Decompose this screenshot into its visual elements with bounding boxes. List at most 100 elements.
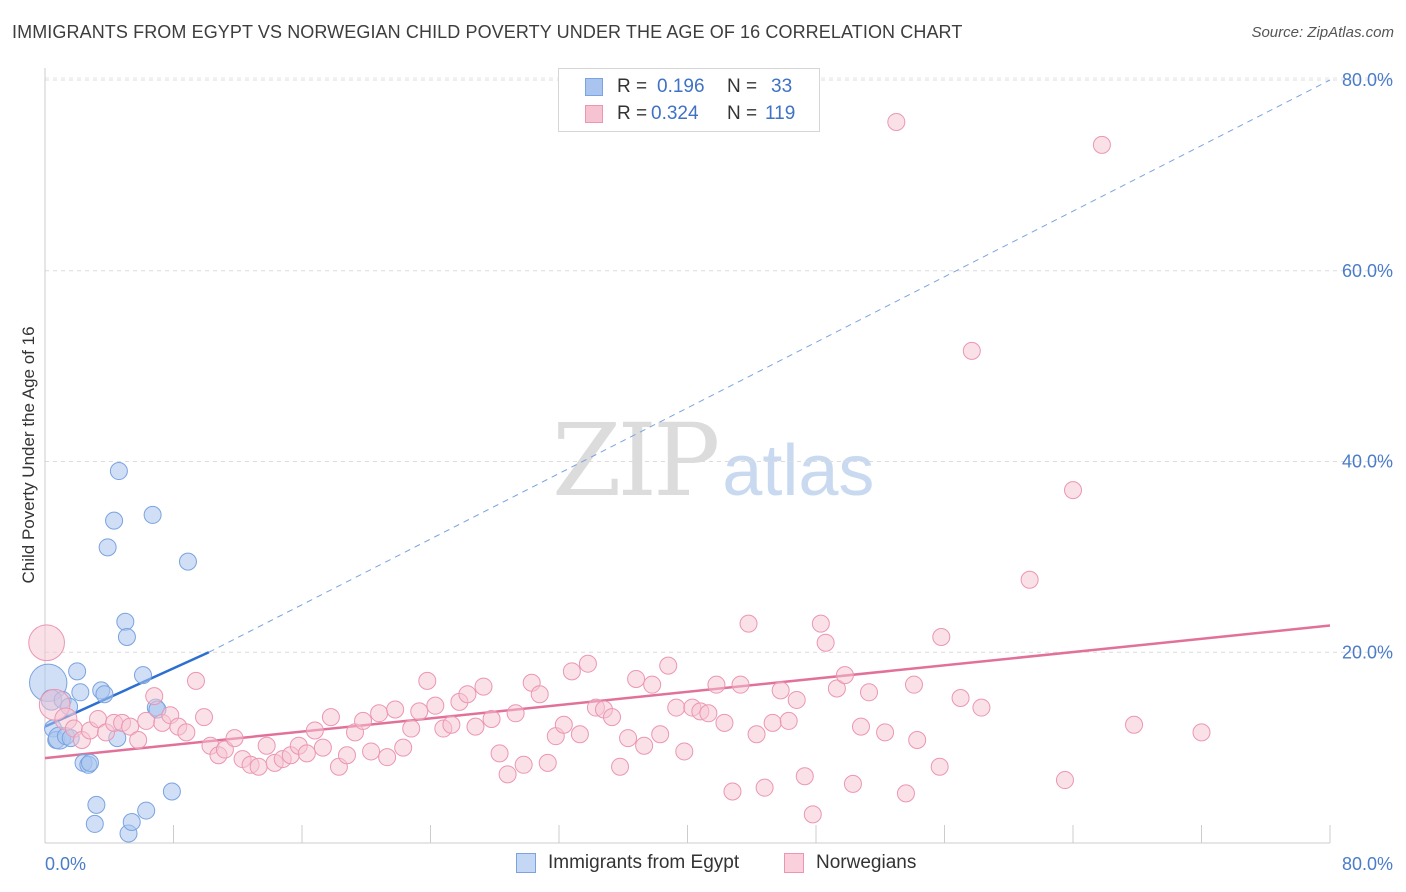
point-norwegians [715,713,734,732]
point-norwegians [466,717,485,736]
point-norwegians [731,675,750,694]
point-norwegians [249,757,268,776]
point-norwegians [835,666,854,685]
watermark-zip: ZIP [552,402,720,519]
point-egypt [80,753,99,772]
legend-r-label: R = [617,103,648,124]
legend-n-label: N = [727,103,758,124]
point-norwegians [787,690,806,709]
y-axis-label: Child Poverty Under the Age of 16 [19,326,38,583]
point-norwegians [305,721,324,740]
point-norwegians [763,713,782,732]
point-norwegians [603,708,622,727]
stats-legend: R = 0.196 N = 33 R = 0.324 N = 119 [558,68,820,132]
legend-label-egypt: Immigrants from Egypt [548,852,740,873]
point-norwegians [707,675,726,694]
point-egypt [143,505,162,524]
point-norwegians [1064,481,1082,500]
y-tick-label: 60.0% [1342,261,1393,281]
point-norwegians [771,681,790,700]
y-tick-label: 40.0% [1342,452,1393,472]
point-norwegians [28,624,65,662]
point-norwegians [337,746,356,765]
point-norwegians [675,742,694,761]
point-norwegians [257,736,276,755]
point-norwegians [354,711,373,730]
point-norwegians [1020,570,1039,589]
point-norwegians [627,669,646,688]
point-norwegians [410,702,429,721]
point-egypt [98,538,117,557]
point-norwegians [643,675,662,694]
point-norwegians [827,679,846,698]
legend-n-value: 119 [765,103,796,124]
series-legend: Immigrants from Egypt Norwegians [0,852,1406,876]
point-egypt [95,685,114,704]
point-norwegians [145,687,164,706]
point-norwegians [1055,771,1074,790]
point-norwegians [851,717,870,736]
point-egypt [85,814,104,833]
x-tick-label-min: 0.0% [45,854,86,874]
point-norwegians [418,671,437,690]
grid-lines [45,77,1392,653]
point-norwegians [635,736,654,755]
trend-lines [44,79,1331,760]
point-egypt [87,795,106,814]
point-norwegians [482,710,501,729]
point-norwegians [570,725,589,744]
point-norwegians [803,805,822,824]
point-norwegians [962,341,981,360]
point-norwegians [747,725,766,744]
point-norwegians [908,730,927,749]
point-norwegians [667,698,686,717]
point-norwegians [498,765,517,784]
point-norwegians [506,704,525,723]
point-norwegians [811,614,830,633]
point-egypt [71,683,90,702]
point-norwegians [177,723,196,742]
legend-r-label: R = [617,76,648,97]
legend-r-value: 0.324 [651,103,699,124]
watermark-atlas: atlas [722,431,875,511]
axis-labels: 20.0% 40.0% 60.0% 80.0% 0.0% 80.0% Child Pover… [19,70,1393,874]
point-norwegians [932,627,951,646]
point-norwegians [860,683,879,702]
point-egypt [137,801,156,820]
legend-swatch-egypt [516,853,536,873]
point-egypt [178,552,197,571]
point-norwegians [297,744,316,763]
point-norwegians [887,112,906,131]
point-norwegians [386,700,405,719]
data-points [28,112,1211,843]
point-norwegians [186,671,205,690]
point-norwegians [876,723,895,742]
point-norwegians [426,696,445,715]
point-norwegians [659,656,678,675]
point-norwegians [562,662,581,681]
point-egypt [109,462,128,481]
point-norwegians [554,715,573,734]
point-norwegians [951,689,970,708]
point-norwegians [578,654,597,673]
point-norwegians [795,767,814,786]
point-norwegians [930,757,949,776]
point-norwegians [699,704,718,723]
point-norwegians [619,729,638,748]
point-norwegians [225,729,244,748]
point-egypt [122,813,141,832]
point-norwegians [195,708,214,727]
legend-swatch-egypt [585,78,603,96]
point-norwegians [723,782,742,801]
point-norwegians [779,711,798,730]
point-norwegians [1092,135,1111,154]
point-norwegians [129,730,148,749]
legend-swatch-norwegians [585,105,603,123]
legend-n-label: N = [727,76,758,97]
legend-r-value: 0.196 [657,76,705,97]
point-norwegians [458,685,477,704]
point-egypt [133,666,152,685]
point-norwegians [362,742,381,761]
point-norwegians [378,748,397,767]
point-egypt [117,627,136,646]
